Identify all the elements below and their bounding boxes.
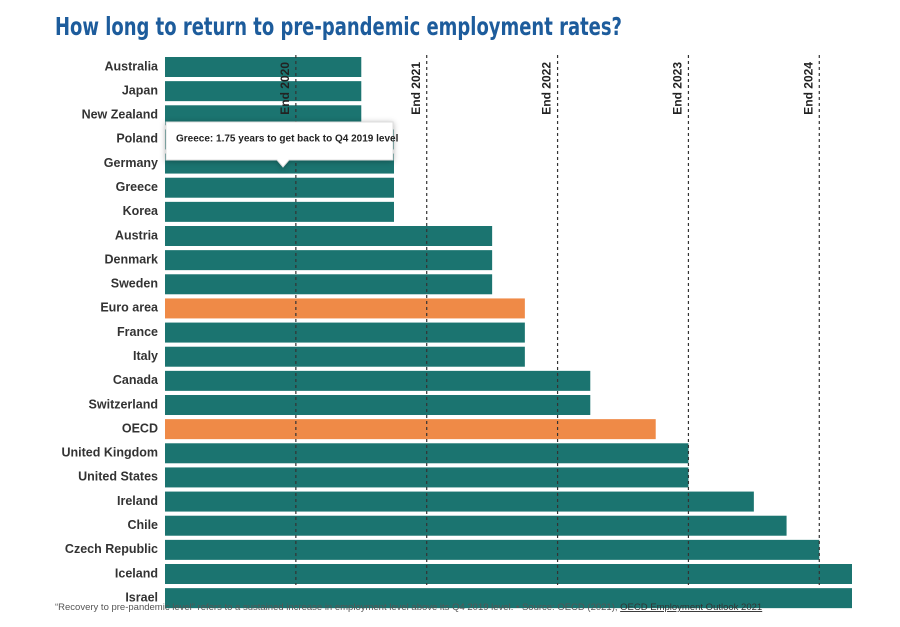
y-tick-label: Canada	[113, 373, 159, 387]
bar	[165, 515, 787, 536]
y-tick-label: Australia	[105, 59, 160, 73]
y-tick-label: Austria	[115, 228, 159, 242]
y-tick-label: Iceland	[115, 566, 158, 580]
y-tick-label: New Zealand	[82, 108, 158, 122]
bar	[165, 226, 493, 246]
note: “Recovery to pre-pandemic level” refers …	[55, 602, 620, 613]
y-tick-label: United States	[78, 470, 158, 484]
y-tick-label: Germany	[104, 156, 158, 170]
bar	[165, 370, 591, 391]
x-tick-label: End 2021	[409, 62, 423, 115]
bar	[165, 419, 656, 440]
bar	[165, 588, 852, 609]
y-tick-label: Korea	[123, 204, 159, 218]
footnote: “Recovery to pre-pandemic level” refers …	[55, 602, 762, 613]
chart-title: How long to return to pre-pandemic emplo…	[55, 12, 622, 41]
y-tick-label: Switzerland	[89, 397, 158, 411]
bar	[165, 298, 525, 319]
y-tick-label: Japan	[122, 83, 158, 97]
bar	[165, 57, 362, 77]
plot-area: Australia Japan New Zealand Poland Germany Gr…	[61, 55, 852, 609]
y-tick-label: Sweden	[111, 277, 158, 291]
x-tick-label: End 2022	[540, 62, 554, 115]
y-tick-label: France	[117, 325, 158, 339]
bar	[165, 539, 820, 560]
x-tick-label: End 2024	[801, 62, 815, 115]
y-tick-label: Czech Republic	[65, 542, 158, 556]
y-tick-label: United Kingdom	[61, 446, 158, 460]
y-tick-label: OECD	[122, 421, 158, 435]
y-tick-label: Chile	[127, 518, 158, 532]
y-tick-label: Denmark	[105, 252, 159, 266]
tooltip-text: Greece: 1.75 years to get back to Q4 201…	[176, 134, 399, 145]
bar	[165, 81, 362, 102]
y-tick-label: Ireland	[117, 494, 158, 508]
bar	[165, 564, 852, 584]
bar	[165, 346, 525, 367]
source-link[interactable]: OECD Employment Outlook 2021	[620, 602, 762, 613]
bar	[165, 322, 525, 343]
y-tick-label: Israel	[125, 590, 158, 604]
tooltip: Greece: 1.75 years to get back to Q4 201…	[165, 121, 399, 168]
y-tick-label: Greece	[116, 180, 158, 194]
bar	[165, 105, 362, 126]
y-tick-label: Euro area	[100, 301, 159, 315]
y-tick-label: Italy	[133, 349, 158, 363]
y-tick-label: Poland	[116, 132, 158, 146]
x-tick-label: End 2020	[278, 62, 292, 115]
x-tick-label: End 2023	[671, 62, 685, 115]
bar	[165, 250, 493, 271]
bar	[165, 201, 394, 222]
tooltip-box	[165, 121, 394, 168]
bar	[165, 395, 591, 415]
bar	[165, 491, 754, 512]
bar	[165, 274, 493, 295]
bar	[165, 177, 394, 198]
